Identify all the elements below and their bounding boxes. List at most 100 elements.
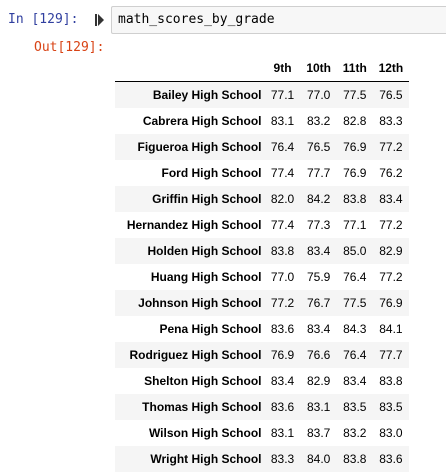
column-header: 9th [264, 55, 301, 82]
score-cell: 77.0 [270, 270, 295, 284]
school-name: Cabrera High School [142, 114, 262, 128]
score-cell: 83.7 [306, 426, 331, 440]
table-row: Griffin High School 82.0 84.2 83.8 83.4 [115, 186, 409, 212]
column-header: 10th [300, 55, 337, 82]
score-cell: 76.9 [343, 166, 367, 180]
score-cell: 84.3 [343, 322, 367, 336]
score-cell: 83.4 [343, 374, 367, 388]
score-cell: 83.3 [270, 452, 295, 466]
table-row: Rodriguez High School 76.9 76.6 76.4 77.7 [115, 342, 409, 368]
score-cell: 76.2 [379, 166, 403, 180]
score-cell: 76.4 [343, 348, 367, 362]
score-cell: 83.8 [343, 192, 367, 206]
score-cell: 77.3 [306, 218, 331, 232]
table-row: Shelton High School 83.4 82.9 83.4 83.8 [115, 368, 409, 394]
school-name: Johnson High School [138, 296, 262, 310]
table-row: Holden High School 83.8 83.4 85.0 82.9 [115, 238, 409, 264]
score-cell: 77.2 [379, 270, 403, 284]
score-cell: 83.4 [306, 244, 331, 258]
score-cell: 83.6 [270, 400, 295, 414]
score-cell: 76.7 [306, 296, 331, 310]
score-cell: 82.9 [379, 244, 403, 258]
school-name: Thomas High School [142, 400, 262, 414]
school-name: Holden High School [147, 244, 262, 258]
school-name: Rodriguez High School [129, 348, 262, 362]
score-cell: 83.1 [270, 426, 295, 440]
table-row: Pena High School 83.6 83.4 84.3 84.1 [115, 316, 409, 342]
score-cell: 83.5 [379, 400, 403, 414]
score-cell: 83.2 [343, 426, 367, 440]
school-name: Pena High School [159, 322, 262, 336]
score-cell: 84.0 [306, 452, 331, 466]
score-cell: 76.4 [343, 270, 367, 284]
table-row: Bailey High School 77.1 77.0 77.5 76.5 [115, 81, 409, 108]
school-name: Wright High School [150, 452, 262, 466]
score-cell: 84.1 [379, 322, 403, 336]
score-cell: 83.8 [343, 452, 367, 466]
school-name: Ford High School [161, 166, 262, 180]
math-scores-table: 9th 10th 11th 12th Bailey High School 77.… [115, 55, 409, 472]
school-name: Figueroa High School [137, 140, 262, 154]
table-row: Hernandez High School 77.4 77.3 77.1 77.2 [115, 212, 409, 238]
score-cell: 83.8 [379, 374, 403, 388]
score-cell: 77.1 [343, 218, 367, 232]
table-header-row: 9th 10th 11th 12th [115, 55, 409, 82]
table-row: Cabrera High School 83.1 83.2 82.8 83.3 [115, 108, 409, 134]
table-row: Wright High School 83.3 84.0 83.8 83.6 [115, 446, 409, 472]
score-cell: 77.7 [306, 166, 331, 180]
school-name: Hernandez High School [126, 218, 262, 232]
code-input-cell[interactable]: math_scores_by_grade [111, 6, 446, 34]
score-cell: 82.9 [306, 374, 331, 388]
score-cell: 83.4 [306, 322, 331, 336]
score-cell: 83.4 [270, 374, 295, 388]
column-header: 11th [336, 55, 373, 82]
output-prompt: Out[129]: [34, 40, 105, 55]
score-cell: 83.2 [306, 114, 331, 128]
index-header [115, 55, 265, 82]
input-prompt: In [129]: [8, 12, 79, 27]
score-cell: 84.2 [306, 192, 331, 206]
table-row: Huang High School 77.0 75.9 76.4 77.2 [115, 264, 409, 290]
score-cell: 83.3 [379, 114, 403, 128]
score-cell: 77.4 [270, 166, 295, 180]
score-cell: 83.1 [270, 114, 295, 128]
score-cell: 76.9 [379, 296, 403, 310]
school-name: Huang High School [150, 270, 262, 284]
school-name: Bailey High School [152, 88, 262, 102]
score-cell: 83.5 [343, 400, 367, 414]
score-cell: 76.5 [379, 88, 403, 102]
table-row: Johnson High School 77.2 76.7 77.5 76.9 [115, 290, 409, 316]
score-cell: 76.9 [343, 140, 367, 154]
score-cell: 76.4 [270, 140, 295, 154]
score-cell: 77.7 [379, 348, 403, 362]
score-cell: 77.1 [270, 88, 295, 102]
column-header: 12th [372, 55, 409, 82]
run-cell-icon[interactable] [95, 13, 104, 27]
score-cell: 76.6 [306, 348, 331, 362]
score-cell: 83.0 [379, 426, 403, 440]
score-cell: 77.5 [343, 88, 367, 102]
score-cell: 82.0 [270, 192, 295, 206]
school-name: Wilson High School [148, 426, 262, 440]
score-cell: 77.2 [270, 296, 295, 310]
code-text: math_scores_by_grade [118, 12, 275, 27]
score-cell: 77.4 [270, 218, 295, 232]
school-name: Griffin High School [152, 192, 262, 206]
score-cell: 76.9 [270, 348, 295, 362]
score-cell: 77.2 [379, 218, 403, 232]
table-row: Wilson High School 83.1 83.7 83.2 83.0 [115, 420, 409, 446]
score-cell: 83.6 [379, 452, 403, 466]
school-name: Shelton High School [144, 374, 262, 388]
table-row: Thomas High School 83.6 83.1 83.5 83.5 [115, 394, 409, 420]
score-cell: 85.0 [343, 244, 367, 258]
score-cell: 76.5 [306, 140, 331, 154]
score-cell: 77.5 [343, 296, 367, 310]
score-cell: 83.8 [270, 244, 295, 258]
table-row: Ford High School 77.4 77.7 76.9 76.2 [115, 160, 409, 186]
score-cell: 83.6 [270, 322, 295, 336]
score-cell: 82.8 [343, 114, 367, 128]
score-cell: 75.9 [306, 270, 331, 284]
table-row: Figueroa High School 76.4 76.5 76.9 77.2 [115, 134, 409, 160]
score-cell: 77.0 [306, 88, 331, 102]
score-cell: 83.1 [306, 400, 331, 414]
